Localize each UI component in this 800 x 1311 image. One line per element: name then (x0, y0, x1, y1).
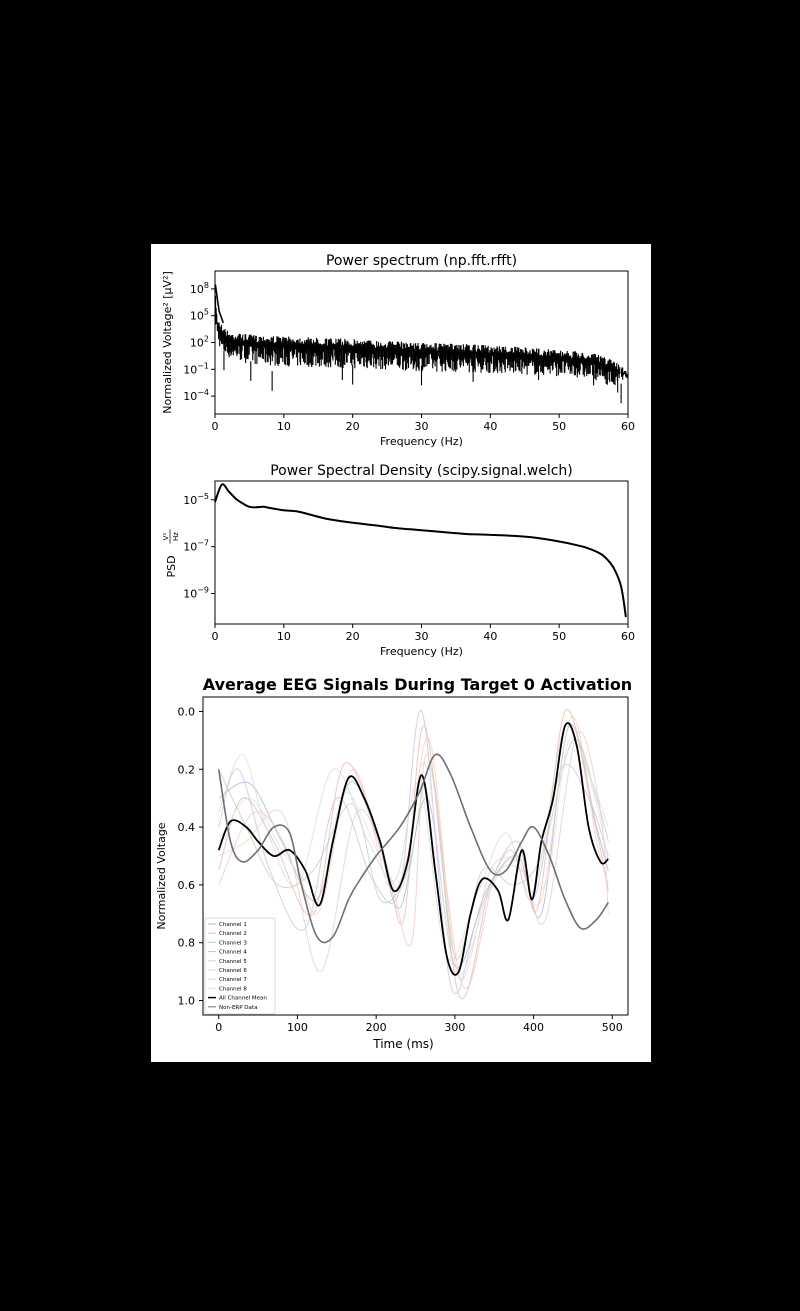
legend-label-2: Channel 3 (219, 940, 247, 946)
y-tick-label: 0.2 (178, 763, 196, 776)
x-tick-label: 60 (621, 420, 635, 433)
x-tick-label: 100 (287, 1021, 308, 1034)
legend-box (204, 917, 276, 1015)
series-line-6 (218, 716, 609, 981)
x-tick-label: 300 (444, 1021, 465, 1034)
legend-label-1: Channel 2 (219, 931, 247, 937)
x-axis-label: Frequency (Hz) (380, 435, 463, 448)
power-spectrum-chart: Power spectrum (np.fft.rfft) 0 10 20 30 40 50 6… (161, 253, 635, 448)
legend-label-0: Channel 1 (219, 922, 247, 928)
y-axis-label: Normalized Voltage (155, 822, 168, 929)
y-tick-label: 10−9 (183, 586, 209, 601)
x-tick-label: 0 (212, 420, 219, 433)
y-axis-label-group: PSD V² Hz (162, 529, 180, 578)
chart-title: Average EEG Signals During Target 0 Acti… (203, 675, 632, 694)
x-tick-label: 10 (277, 630, 291, 643)
x-tick-label: 400 (523, 1021, 544, 1034)
axes-frame (214, 480, 629, 625)
legend-label-4: Channel 5 (219, 959, 247, 965)
x-tick-label: 500 (602, 1021, 623, 1034)
psd-line (214, 483, 627, 618)
series-line-7 (218, 737, 609, 976)
x-tick-label: 10 (277, 420, 291, 433)
y-axis-unit-numerator: V² (162, 533, 170, 541)
x-tick-label: 0 (212, 630, 219, 643)
y-axis-unit-denominator: Hz (172, 532, 180, 541)
x-tick-label: 30 (415, 420, 429, 433)
psd-welch-chart: Power Spectral Density (scipy.signal.wel… (162, 463, 635, 658)
legend-label-5: Channel 6 (219, 968, 247, 974)
series-line-4 (218, 731, 609, 990)
legend-label-7: Channel 8 (219, 986, 247, 992)
x-tick-label: 50 (552, 420, 566, 433)
x-tick-label: 50 (552, 630, 566, 643)
x-tick-label: 40 (483, 420, 497, 433)
y-tick-label: 0.0 (178, 705, 196, 718)
y-tick-label: 10−4 (183, 388, 209, 403)
legend-label-9: Non-ERP Data (219, 1005, 257, 1011)
x-tick-label: 40 (483, 630, 497, 643)
series-line-5 (218, 722, 609, 961)
series-line-8 (217, 722, 609, 976)
y-tick-label: 0.6 (178, 879, 196, 892)
x-tick-label: 0 (215, 1021, 222, 1034)
x-axis-label: Frequency (Hz) (380, 645, 463, 658)
y-tick-label: 105 (190, 308, 209, 323)
x-tick-label: 20 (346, 630, 360, 643)
x-axis-label: Time (ms) (372, 1037, 434, 1051)
y-axis-label: PSD (165, 555, 178, 577)
y-axis-label: Normalized Voltage² [μV²] (161, 271, 174, 414)
y-tick-label: 0.8 (178, 937, 196, 950)
legend-label-3: Channel 4 (219, 950, 247, 956)
x-tick-label: 20 (346, 420, 360, 433)
figure-panel: Power spectrum (np.fft.rfft) 0 10 20 30 40 50 6… (151, 244, 651, 1062)
x-tick-label: 200 (366, 1021, 387, 1034)
legend: Channel 1 Channel 2 Channel 3 Channel 4 Chan… (204, 917, 276, 1015)
figure-svg: Power spectrum (np.fft.rfft)0 10 20 30 40 50 6… (155, 253, 635, 1051)
series-line-9 (217, 753, 609, 944)
legend-label-6: Channel 7 (219, 977, 247, 983)
y-tick-label: 102 (190, 335, 209, 350)
eeg-average-chart: Average EEG Signals During Target 0 Acti… (155, 675, 632, 1051)
legend-label-8: All Channel Mean (219, 996, 267, 1002)
axes-frame (202, 696, 629, 1016)
y-tick-label: 10−7 (183, 539, 209, 554)
y-tick-label: 108 (190, 281, 209, 296)
y-tick-label: 1.0 (178, 995, 196, 1008)
y-tick-label: 10−5 (183, 492, 209, 507)
x-tick-label: 30 (415, 630, 429, 643)
y-tick-label: 0.4 (178, 821, 196, 834)
x-tick-label: 60 (621, 630, 635, 643)
spectrum-dc-peak (214, 284, 225, 324)
chart-title: Power Spectral Density (scipy.signal.wel… (270, 463, 573, 479)
y-tick-label: 10−1 (183, 361, 209, 376)
chart-title: Power spectrum (np.fft.rfft) (326, 253, 517, 269)
series-line-3 (218, 710, 609, 995)
